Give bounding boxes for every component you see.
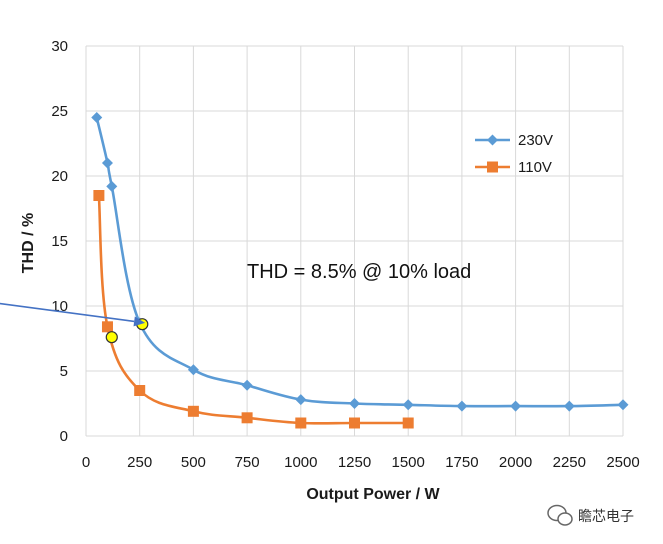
y-tick-label: 15 <box>51 233 68 250</box>
data-point-110V-7 <box>402 417 414 429</box>
x-tick-label: 0 <box>82 454 90 471</box>
legend-label-110V: 110V <box>518 159 552 176</box>
data-point-230V-4 <box>187 364 199 376</box>
watermark: 瞻芯电子 <box>547 504 634 526</box>
watermark-text: 瞻芯电子 <box>578 508 634 525</box>
x-tick-label: 250 <box>127 454 152 471</box>
legend-marker-110V <box>487 161 498 173</box>
annotation-arrow <box>0 302 135 323</box>
x-tick-label: 2250 <box>553 454 586 471</box>
data-point-230V-11 <box>563 400 575 412</box>
data-point-230V-1 <box>101 157 113 169</box>
grid-lines <box>85 45 624 437</box>
x-axis-ticks: 0 250 500 750 1000 1250 1500 1750 2000 2250 2500 <box>82 454 640 471</box>
legend-label-230V: 230V <box>518 132 553 149</box>
y-tick-label: 20 <box>51 168 68 185</box>
x-tick-label: 1000 <box>284 454 317 471</box>
data-point-230V-8 <box>402 399 414 411</box>
x-tick-label: 1750 <box>445 454 478 471</box>
data-point-230V-5 <box>241 379 253 391</box>
series-230V <box>91 112 629 412</box>
y-tick-label: 5 <box>60 363 68 380</box>
legend: 230V 110V <box>475 132 553 176</box>
data-point-230V-10 <box>510 400 522 412</box>
y-tick-label: 30 <box>51 38 68 55</box>
highlight-point-0 <box>105 331 118 344</box>
x-tick-label: 2000 <box>499 454 532 471</box>
wechat-icon <box>547 504 573 526</box>
data-point-230V-6 <box>295 394 307 406</box>
data-point-110V-4 <box>241 412 253 424</box>
x-tick-label: 1500 <box>392 454 425 471</box>
data-point-110V-5 <box>295 417 307 429</box>
data-point-110V-2 <box>134 385 146 396</box>
legend-item-230V: 230V <box>475 132 553 149</box>
highlight-markers <box>105 318 149 344</box>
series-110V <box>93 190 414 429</box>
y-axis-title: THD / % <box>20 213 37 273</box>
y-tick-label: 0 <box>60 428 68 445</box>
data-point-230V-7 <box>349 398 360 409</box>
data-point-230V-0 <box>91 112 103 123</box>
annotation-group: THD = 8.5% @ 10% load <box>0 261 471 327</box>
x-axis-title: Output Power / W <box>306 486 440 503</box>
x-tick-label: 2500 <box>606 454 639 471</box>
series-layer <box>91 112 629 429</box>
legend-item-110V: 110V <box>475 159 552 176</box>
data-point-110V-0 <box>93 190 105 201</box>
series-line-110V <box>97 195 409 425</box>
x-tick-label: 500 <box>181 454 206 471</box>
data-point-230V-9 <box>456 400 468 412</box>
data-point-110V-1 <box>101 321 113 333</box>
data-point-230V-2 <box>106 180 118 192</box>
legend-marker-230V <box>487 134 498 146</box>
data-point-110V-3 <box>187 405 199 417</box>
x-tick-label: 750 <box>235 454 260 471</box>
annotation-text: THD = 8.5% @ 10% load <box>247 261 471 283</box>
data-point-110V-6 <box>349 417 360 429</box>
x-tick-label: 1250 <box>338 454 371 471</box>
annotation-arrow-head <box>133 316 146 327</box>
data-point-230V-12 <box>617 399 629 411</box>
y-tick-label: 25 <box>51 103 68 120</box>
